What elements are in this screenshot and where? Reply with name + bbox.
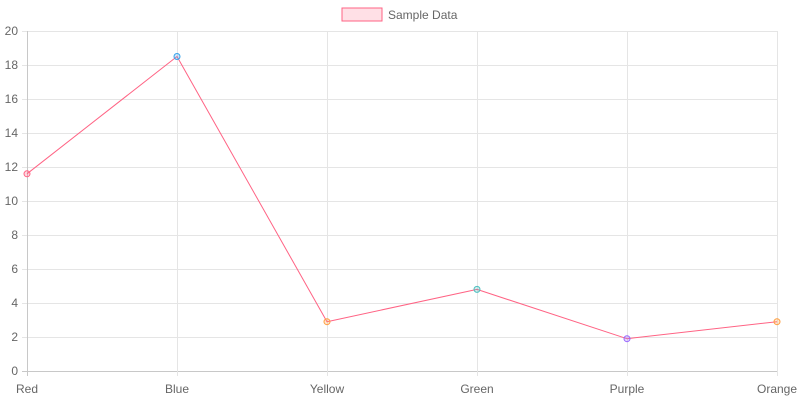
y-tick-label: 6 [11,262,18,276]
y-tick-label: 18 [5,58,19,72]
data-point[interactable] [23,170,31,178]
y-axis: 0 2 4 6 8 10 12 14 16 18 20 [5,24,19,378]
legend-swatch [341,7,383,22]
data-point[interactable] [473,285,481,293]
x-tick-label: Red [16,382,38,396]
series-line [26,56,778,340]
y-tick-label: 8 [11,228,18,242]
grid [22,31,778,376]
y-tick-label: 14 [5,126,19,140]
x-tick-label: Yellow [310,382,345,396]
x-tick-label: Orange [757,382,797,396]
y-tick-label: 10 [5,194,19,208]
x-axis: Red Blue Yellow Green Purple Orange [16,382,797,396]
x-tick-label: Blue [165,382,189,396]
y-tick-label: 12 [5,160,19,174]
legend-label: Sample Data [388,8,458,22]
y-tick-label: 4 [11,296,18,310]
x-tick-label: Purple [610,382,645,396]
y-tick-label: 20 [5,24,19,38]
data-point[interactable] [173,53,181,60]
y-tick-label: 2 [11,330,18,344]
legend[interactable]: Sample Data [341,7,458,22]
data-point[interactable] [623,335,631,343]
x-tick-label: Green [460,382,493,396]
y-tick-label: 0 [11,364,18,378]
data-point[interactable] [773,318,781,326]
series [23,53,781,343]
y-tick-label: 16 [5,92,19,106]
data-point[interactable] [323,318,331,326]
